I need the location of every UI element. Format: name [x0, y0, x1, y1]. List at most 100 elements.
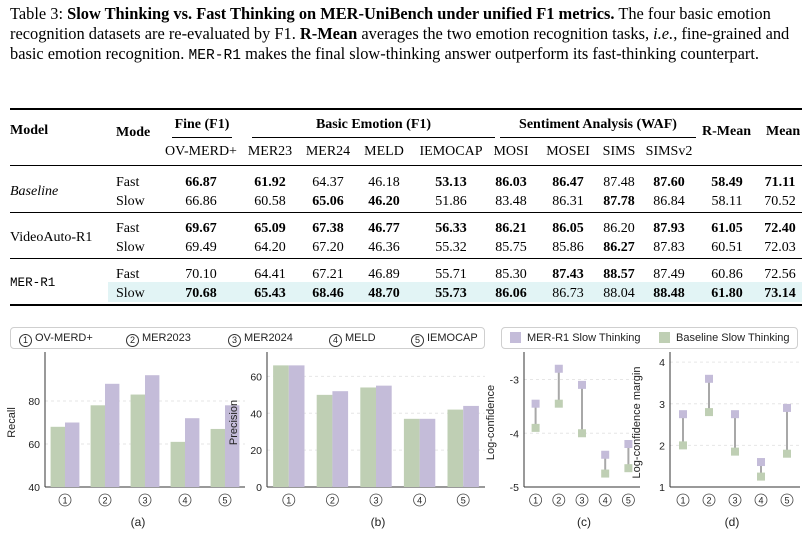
table-rule	[500, 137, 696, 138]
table-cell: 87.43	[552, 267, 584, 282]
header-model: Model	[10, 123, 49, 138]
mer-r1-marker	[554, 364, 563, 373]
table-cell: 87.93	[653, 221, 685, 236]
table-cell: 64.20	[254, 240, 286, 255]
baseline-bar	[90, 405, 105, 487]
panel-label: (c)	[577, 515, 591, 529]
baseline-marker	[601, 469, 610, 478]
table-cell: 85.75	[495, 240, 527, 255]
x-tick-circle	[598, 493, 612, 507]
y-tick-label: 60	[28, 439, 40, 451]
dataset-legend: 1 OV-MERD+ 2 MER2023 3 MER2024 4 MELD 5 IEMOCAP	[10, 327, 485, 349]
mer-r1-bar	[65, 422, 80, 487]
legend-number: 1	[19, 334, 32, 347]
legend-item: 2 MER2023	[126, 332, 191, 347]
table-cell: 86.03	[495, 175, 527, 190]
baseline-bar	[50, 426, 65, 487]
baseline-marker	[757, 472, 765, 481]
baseline-marker	[783, 449, 791, 458]
baseline-bar	[130, 394, 145, 487]
header-mean: Mean	[766, 124, 801, 139]
subheader-mer23: MER23	[247, 144, 293, 159]
table-rule	[10, 165, 802, 166]
table-rule	[172, 137, 232, 138]
mer-r1-marker	[705, 374, 713, 383]
mode-slow: Slow	[116, 286, 145, 301]
y-tick-label: 40	[28, 482, 40, 494]
legend-item: Baseline Slow Thinking	[659, 332, 790, 344]
table-cell: 46.77	[368, 221, 400, 236]
x-tick-label: 2	[706, 496, 711, 506]
table-cell: 68.46	[312, 286, 344, 301]
x-tick-circle	[552, 493, 566, 507]
table-cell: 85.86	[552, 240, 584, 255]
mer-r1-marker	[531, 399, 540, 408]
y-tick-label: 2	[659, 440, 665, 452]
legend-label: MER2024	[244, 332, 293, 344]
table-cell: 69.67	[185, 221, 217, 236]
legend-swatch	[659, 332, 670, 343]
table-cell: 85.30	[495, 267, 527, 282]
table-cell: 61.05	[711, 221, 743, 236]
table-cell: 87.48	[603, 175, 635, 190]
caption-title: Slow Thinking vs. Fast Thinking on MER-U…	[67, 4, 615, 23]
baseline-bar	[447, 409, 464, 487]
x-tick-circle	[622, 493, 635, 507]
table-rule	[10, 258, 802, 259]
table-cell: 61.92	[254, 175, 286, 190]
subheader-mosi: MOSI	[493, 144, 529, 159]
charts-svg: 40 60 80 Recall 1 2 3 4 5 (a) 0 20 40 60 Precision 1 2 3 4…	[6, 352, 800, 529]
table-cell: 70.52	[764, 194, 796, 209]
table-cell: 64.41	[254, 267, 286, 282]
x-tick-label: 1	[680, 496, 685, 506]
table-cell: 67.20	[312, 240, 344, 255]
mer-r1-bar	[225, 405, 240, 487]
header-sentiment: Sentiment Analysis (WAF)	[519, 117, 677, 132]
x-tick-circle	[702, 493, 716, 507]
legend-item: 1 OV-MERD+	[19, 332, 93, 347]
legend-item: MER-R1 Slow Thinking	[510, 332, 641, 344]
x-tick-label: 2	[556, 496, 561, 506]
table-cell: 86.84	[653, 194, 685, 209]
table-cell: 87.49	[653, 267, 685, 282]
x-tick-label: 3	[579, 496, 584, 506]
x-tick-label: 5	[784, 496, 789, 506]
table-cell: 73.14	[764, 286, 796, 301]
table-cell: 53.13	[435, 175, 467, 190]
header-rmean: R-Mean	[702, 124, 751, 139]
baseline-bar	[403, 418, 420, 487]
table-cell: 86.27	[603, 240, 635, 255]
model-mer-r1: MER-R1	[10, 276, 56, 290]
y-axis-label: Recall	[6, 407, 18, 438]
legend-number: 3	[228, 334, 241, 347]
caption-mer-r1: MER-R1	[188, 48, 241, 64]
baseline-marker	[578, 429, 586, 438]
x-tick-label: 4	[603, 496, 608, 506]
baseline-marker	[554, 399, 563, 408]
x-tick-circle	[413, 493, 427, 507]
table-cell: 46.89	[368, 267, 400, 282]
table-cell: 87.83	[653, 240, 685, 255]
x-tick-circle	[98, 493, 112, 507]
model-videoauto-r1: VideoAuto-R1	[10, 230, 93, 245]
table-cell: 51.86	[435, 194, 467, 209]
baseline-marker	[705, 408, 713, 417]
figure-panels: 1 OV-MERD+ 2 MER2023 3 MER2024 4 MELD 5 IEMOCAP M…	[0, 318, 808, 535]
table-cell: 86.73	[552, 286, 584, 301]
baseline-bar	[360, 387, 376, 487]
legend-label: IEMOCAP	[427, 332, 478, 344]
legend-item: 3 MER2024	[228, 332, 293, 347]
baseline-bar	[170, 441, 185, 487]
x-tick-circle	[676, 493, 690, 507]
baseline-bar	[273, 365, 289, 487]
x-tick-label: 1	[62, 496, 67, 506]
table-cell: 46.18	[368, 175, 400, 190]
table-cell: 88.04	[603, 286, 635, 301]
legend-label: MELD	[345, 332, 376, 344]
y-tick-label: 40	[250, 408, 262, 420]
table-cell: 70.68	[185, 286, 217, 301]
subheader-iemocap: IEMOCAP	[419, 144, 483, 159]
legend-label: OV-MERD+	[35, 332, 93, 344]
mer-r1-marker	[757, 458, 765, 467]
table-cell: 60.58	[254, 194, 286, 209]
